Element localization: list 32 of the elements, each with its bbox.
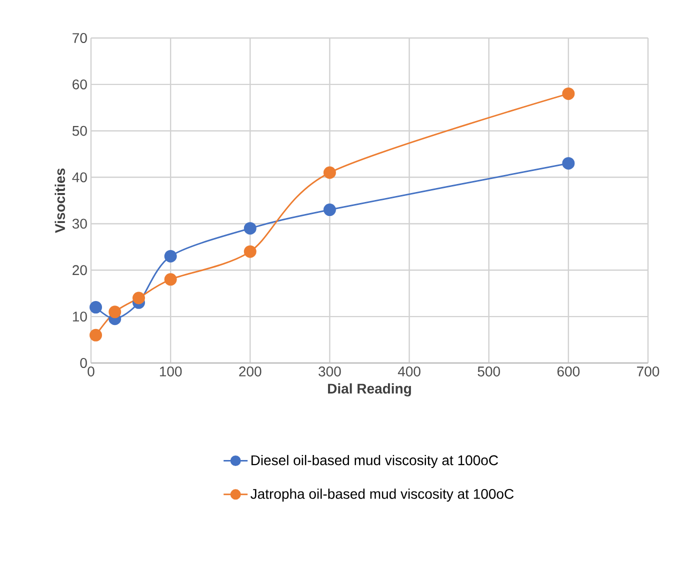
x-tick-label: 400 (398, 366, 420, 376)
point (244, 222, 256, 235)
point (90, 301, 102, 314)
x-tick-label: 500 (478, 366, 500, 376)
point (164, 273, 177, 286)
x-tick-label: 700 (637, 366, 660, 376)
point (562, 87, 575, 100)
point (90, 328, 102, 342)
legend-label: Jatropha oil-based mud viscosity at 100oC (250, 488, 514, 502)
y-tick-label: 60 (72, 79, 87, 90)
x-tick-label: 600 (557, 366, 580, 376)
y-tick-label: 70 (72, 33, 87, 43)
y-tick-label: 50 (72, 126, 87, 136)
y-tick-label: 10 (72, 312, 87, 322)
point (323, 166, 336, 179)
y-tick-label: 0 (80, 358, 87, 368)
y-tick-label: 20 (72, 265, 87, 276)
y-tick-label: 30 (72, 218, 87, 229)
point (164, 250, 177, 262)
point (562, 157, 575, 170)
y-axis-title: Visocities (54, 168, 66, 233)
x-tick-label: 0 (88, 366, 94, 376)
point (244, 245, 256, 258)
point (108, 306, 122, 318)
y-tick-label: 40 (72, 172, 87, 182)
x-tick-label: 300 (318, 366, 341, 376)
x-axis-title: Dial Reading (328, 383, 411, 396)
legend-label: Diesel oil-based mud viscosity at 100oC (251, 454, 498, 468)
x-tick-label: 200 (239, 366, 262, 376)
x-tick-label: 100 (160, 366, 182, 376)
point (323, 204, 336, 216)
point (132, 292, 145, 304)
